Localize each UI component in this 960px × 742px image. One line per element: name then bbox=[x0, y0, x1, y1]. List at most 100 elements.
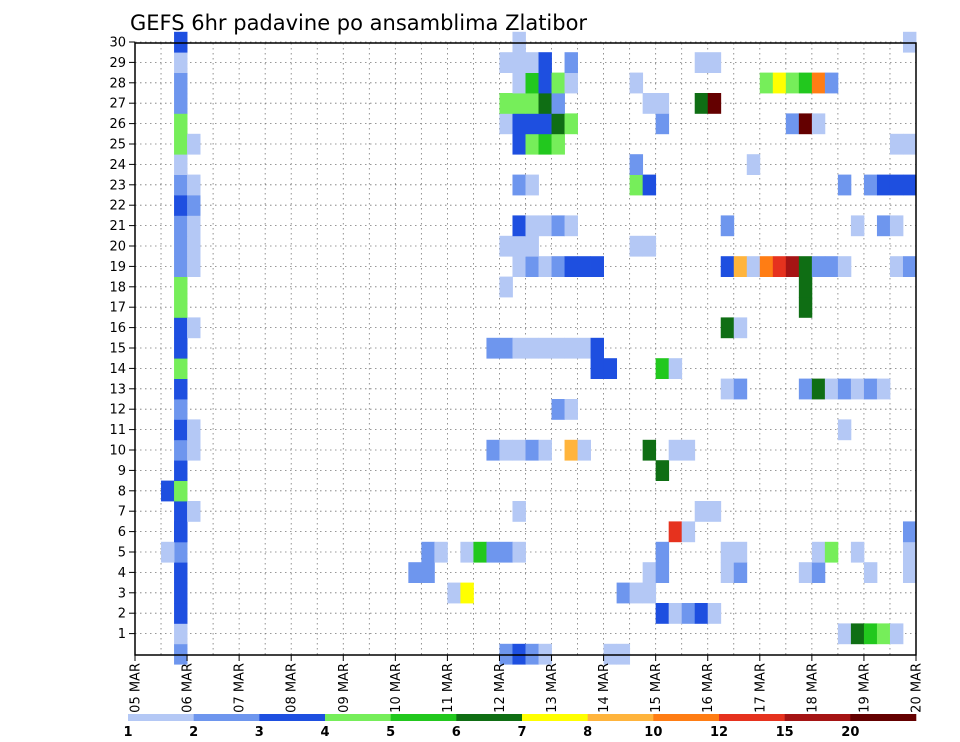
precip-cell bbox=[486, 439, 500, 461]
y-tick-label: 29 bbox=[109, 56, 126, 71]
y-tick-label: 12 bbox=[109, 403, 126, 418]
precip-cell bbox=[525, 174, 539, 196]
precip-cell bbox=[538, 133, 552, 155]
precip-cell bbox=[798, 256, 813, 277]
precip-cell bbox=[174, 541, 188, 563]
precip-cell bbox=[564, 337, 578, 359]
precip-cell bbox=[174, 399, 188, 420]
precip-cell bbox=[876, 174, 891, 196]
precip-cell bbox=[187, 419, 201, 441]
precip-cell bbox=[629, 72, 644, 94]
precip-cell bbox=[174, 317, 188, 339]
precip-cell bbox=[499, 52, 513, 73]
precip-cell bbox=[733, 256, 748, 277]
precip-cell bbox=[187, 195, 201, 216]
precip-cell bbox=[538, 439, 552, 461]
precip-cell bbox=[811, 72, 826, 94]
precip-cell bbox=[174, 603, 188, 624]
precip-cell bbox=[694, 501, 709, 522]
legend-label: 2 bbox=[189, 725, 198, 740]
precip-cell bbox=[538, 93, 552, 114]
precip-cell bbox=[772, 72, 787, 94]
precip-cell bbox=[538, 215, 552, 237]
y-tick-label: 30 bbox=[109, 36, 126, 51]
legend-label: 15 bbox=[776, 725, 794, 740]
legend-label: 1 bbox=[123, 725, 132, 740]
precip-cell bbox=[187, 317, 201, 339]
y-tick-label: 27 bbox=[109, 97, 126, 112]
precip-cell bbox=[655, 460, 670, 481]
y-tick-label: 10 bbox=[109, 444, 126, 459]
legend-swatch bbox=[128, 714, 194, 721]
y-tick-label: 13 bbox=[109, 382, 126, 397]
precip-cell bbox=[902, 133, 917, 155]
precip-cell bbox=[733, 317, 748, 339]
x-tick-label: 08 MAR bbox=[285, 663, 300, 713]
x-tick-label: 16 MAR bbox=[701, 663, 716, 713]
precip-cell bbox=[174, 439, 188, 461]
precip-cell bbox=[564, 399, 578, 420]
y-tick-label: 18 bbox=[109, 280, 126, 295]
precip-cell bbox=[720, 562, 735, 583]
precip-cell bbox=[876, 378, 891, 400]
precip-cell bbox=[174, 195, 188, 216]
y-tick-label: 5 bbox=[118, 546, 126, 561]
precip-cell bbox=[187, 501, 201, 522]
precip-cell bbox=[174, 31, 188, 53]
precip-cell bbox=[746, 154, 761, 175]
y-tick-label: 26 bbox=[109, 117, 126, 132]
y-tick-label: 7 bbox=[118, 505, 126, 520]
precip-cell bbox=[889, 174, 904, 196]
y-tick-label: 21 bbox=[109, 219, 126, 234]
legend-swatch bbox=[325, 714, 391, 721]
precip-cell bbox=[668, 358, 683, 379]
precip-cell bbox=[525, 235, 539, 257]
precip-cell bbox=[590, 337, 604, 359]
precip-cell bbox=[629, 582, 644, 604]
precip-cell bbox=[512, 643, 526, 665]
legend-swatch bbox=[850, 714, 917, 721]
precip-cell bbox=[525, 256, 539, 277]
legend-swatch bbox=[390, 714, 457, 721]
precip-cell bbox=[525, 72, 539, 94]
legend-label: 8 bbox=[583, 725, 592, 740]
precip-cell bbox=[668, 521, 683, 543]
precip-cell bbox=[889, 623, 904, 645]
precip-cell bbox=[902, 256, 917, 277]
precip-cell bbox=[733, 541, 748, 563]
precip-cell bbox=[187, 215, 201, 237]
precip-cell bbox=[733, 562, 748, 583]
precip-cell bbox=[525, 643, 539, 665]
precip-cell bbox=[798, 276, 813, 298]
precip-cell bbox=[824, 378, 839, 400]
precip-cell bbox=[525, 52, 539, 73]
precip-cell bbox=[512, 133, 526, 155]
precip-cell bbox=[174, 582, 188, 604]
precip-cell bbox=[902, 31, 917, 53]
precip-cell bbox=[512, 439, 526, 461]
precip-cell bbox=[525, 93, 539, 114]
precip-cell bbox=[759, 72, 774, 94]
x-tick-label: 12 MAR bbox=[493, 663, 508, 713]
precip-cell bbox=[863, 174, 878, 196]
legend-swatch bbox=[719, 714, 785, 721]
precip-cell bbox=[174, 623, 188, 645]
precip-cell bbox=[720, 256, 735, 277]
precipitation-cells bbox=[161, 31, 917, 665]
precip-cell bbox=[499, 643, 513, 665]
precip-cell bbox=[174, 133, 188, 155]
precip-cell bbox=[642, 439, 657, 461]
precip-cell bbox=[863, 378, 878, 400]
x-tick-label: 19 MAR bbox=[857, 663, 872, 713]
legend-label: 12 bbox=[710, 725, 728, 740]
precip-cell bbox=[161, 541, 175, 563]
precip-cell bbox=[590, 358, 604, 379]
precip-cell bbox=[655, 541, 670, 563]
precip-cell bbox=[694, 603, 709, 624]
legend-swatch bbox=[784, 714, 851, 721]
precip-cell bbox=[174, 562, 188, 583]
precip-cell bbox=[863, 562, 878, 583]
precip-cell bbox=[655, 358, 670, 379]
precip-cell bbox=[577, 439, 591, 461]
legend-label: 20 bbox=[841, 725, 859, 740]
